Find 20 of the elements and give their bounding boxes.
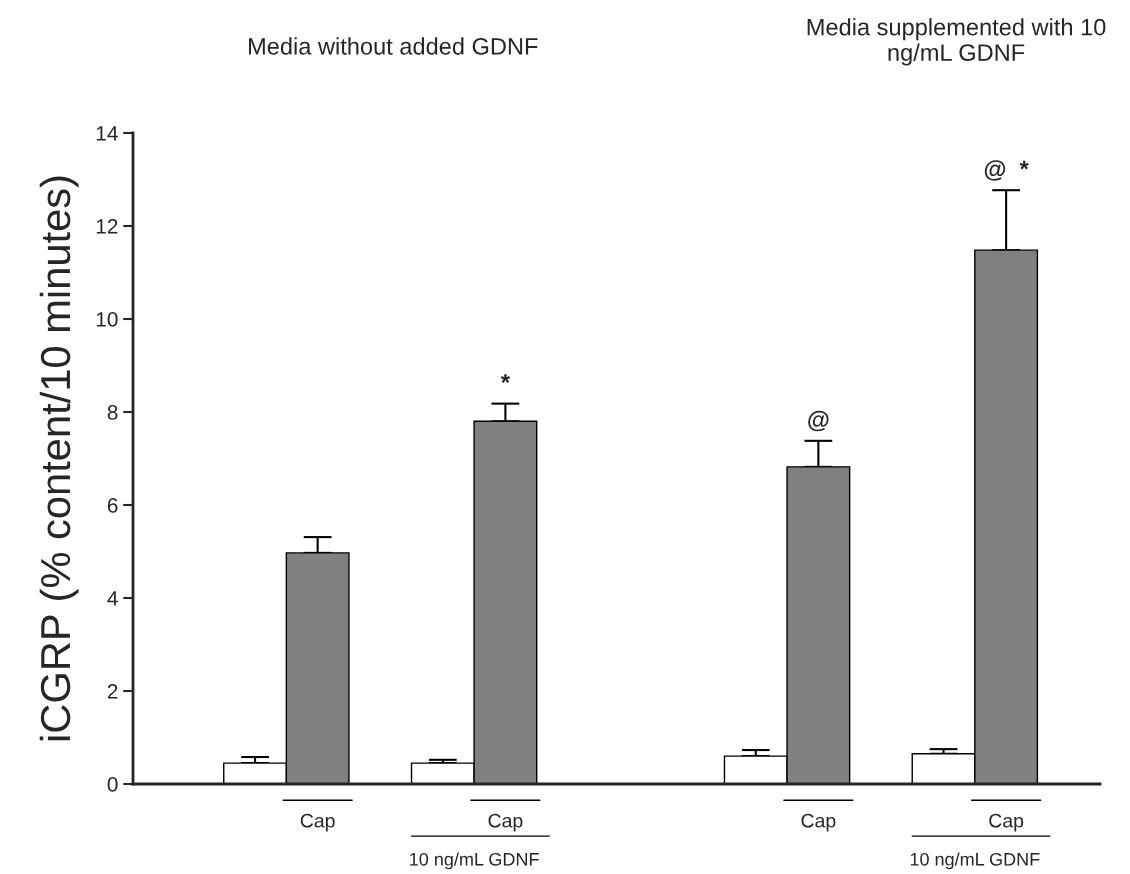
y-tick-label: 6 (107, 498, 118, 513)
y-tick-label: 4 (107, 591, 118, 606)
data-label: @ (808, 410, 829, 432)
data-label: @ * (984, 160, 1029, 181)
y-tick-label: 0 (107, 777, 118, 792)
y-tick-label: 8 (107, 405, 118, 420)
text: Media supplemented with 10 ng/mL GDNF (807, 18, 1106, 66)
y-tick-label: 2 (107, 684, 118, 699)
text: 10 ng/mL GDNF (410, 852, 539, 870)
x-tick-label: Cap (300, 813, 335, 832)
x-tick-label: Cap (989, 813, 1024, 832)
text: 10 ng/mL GDNF (910, 852, 1040, 870)
y-tick-label: 14 (96, 126, 118, 141)
y-axis-title: iCGRP (% content/10 minutes) (39, 176, 79, 741)
data-label: * (500, 374, 510, 383)
x-tick-label: Cap (488, 813, 523, 832)
y-tick-label: 10 (96, 312, 118, 327)
text: Media without added GDNF (249, 37, 538, 55)
x-tick-label: Cap (801, 813, 836, 832)
y-tick-label: 12 (96, 219, 118, 234)
